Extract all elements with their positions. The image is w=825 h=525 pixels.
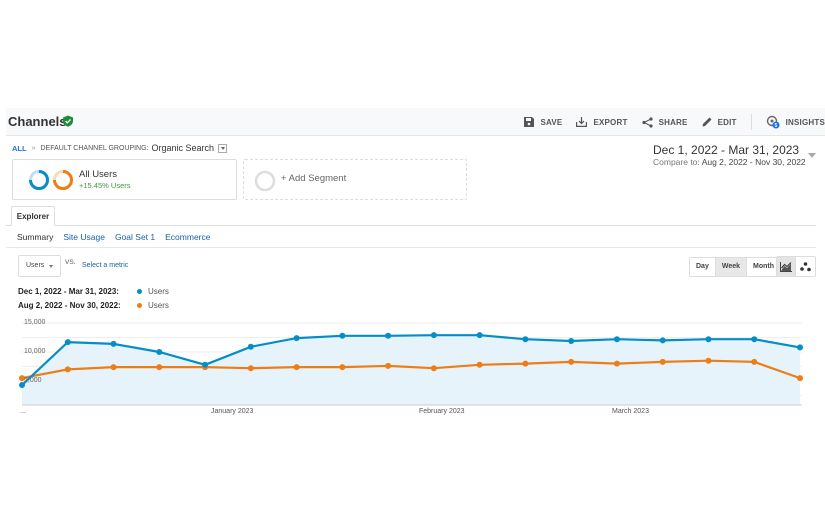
- breadcrumb-all-link[interactable]: ALL: [12, 143, 27, 153]
- chevron-down-icon[interactable]: [808, 153, 816, 158]
- add-segment-label: + Add Segment: [281, 173, 347, 184]
- line-chart-button[interactable]: [777, 257, 796, 276]
- report-header: Channels SAVE EXPORT SHARE EDIT 5 INSIGH…: [6, 108, 825, 136]
- y-tick-10000: 10,000: [24, 348, 46, 355]
- legend-metric: Users: [148, 301, 169, 310]
- breadcrumb-value: Organic Search: [151, 143, 215, 153]
- edit-label: EDIT: [717, 117, 737, 127]
- breadcrumb-dropdown[interactable]: [218, 143, 228, 153]
- compare-label: Compare to:: [653, 157, 700, 167]
- y-tick-5000: 5,000: [24, 377, 42, 384]
- x-tick-start: ...: [20, 408, 26, 415]
- granularity-toggle: Day Week Month: [689, 257, 782, 277]
- segment-name: All Users: [79, 169, 118, 180]
- divider: [750, 114, 752, 130]
- subtabs: Summary Site Usage Goal Set 1 Ecommerce: [17, 232, 220, 242]
- segment-donut-icon: [29, 170, 73, 190]
- vs-label: VS.: [65, 259, 76, 266]
- pencil-icon: [702, 117, 712, 127]
- legend-compare: Aug 2, 2022 - Nov 30, 2022: Users: [18, 301, 169, 310]
- legend-dot-orange: [137, 303, 142, 308]
- report-actions: SAVE EXPORT SHARE EDIT 5 INSIGHTS: [510, 114, 825, 130]
- motion-chart-button[interactable]: [796, 257, 815, 276]
- insights-label: INSIGHTS: [785, 117, 825, 127]
- y-tick-15000: 15,000: [24, 319, 46, 326]
- legend-metric: Users: [148, 287, 169, 296]
- subtab-site-usage[interactable]: Site Usage: [63, 232, 105, 242]
- tab-divider: [6, 225, 816, 226]
- line-chart-icon: [780, 261, 792, 272]
- x-tick-february: February 2023: [419, 408, 465, 415]
- tab-explorer[interactable]: Explorer: [11, 206, 55, 226]
- svg-text:5: 5: [774, 123, 777, 129]
- bubble-chart-icon: [800, 261, 811, 271]
- legend-dot-blue: [137, 289, 142, 294]
- date-range-picker[interactable]: Dec 1, 2022 - Mar 31, 2023 Compare to: A…: [653, 143, 806, 167]
- breadcrumb-dimension: DEFAULT CHANNEL GROUPING:: [40, 144, 149, 152]
- breadcrumb: ALL » DEFAULT CHANNEL GROUPING: Organic …: [12, 143, 228, 153]
- export-label: EXPORT: [593, 117, 628, 127]
- granularity-day-button[interactable]: Day: [690, 258, 716, 276]
- select-metric-link[interactable]: Select a metric: [82, 262, 129, 269]
- chart-type-toggle: [776, 256, 816, 277]
- share-icon: [641, 116, 653, 128]
- subtab-ecommerce[interactable]: Ecommerce: [165, 232, 211, 242]
- x-tick-january: January 2023: [211, 408, 254, 415]
- export-icon: [576, 117, 588, 127]
- legend-range: Dec 1, 2022 - Mar 31, 2023:: [18, 287, 119, 296]
- subtab-divider: [6, 247, 816, 248]
- date-range-main: Dec 1, 2022 - Mar 31, 2023: [653, 143, 800, 157]
- save-label: SAVE: [540, 117, 563, 127]
- segment-all-users[interactable]: All Users +15.45% Users: [12, 159, 237, 200]
- users-line-chart[interactable]: [0, 315, 825, 420]
- granularity-week-button[interactable]: Week: [715, 258, 748, 276]
- date-range-compare: Compare to: Aug 2, 2022 - Nov 30, 2022: [653, 157, 806, 167]
- save-icon: [524, 117, 535, 127]
- x-tick-march: March 2023: [612, 408, 649, 415]
- subtab-summary[interactable]: Summary: [17, 232, 54, 242]
- legend-range: Aug 2, 2022 - Nov 30, 2022:: [18, 301, 121, 310]
- insights-icon: 5: [766, 115, 780, 129]
- breadcrumb-separator: »: [31, 144, 36, 152]
- check-shield-icon: [63, 115, 73, 127]
- empty-segment-icon: [254, 170, 276, 192]
- legend-primary: Dec 1, 2022 - Mar 31, 2023: Users: [18, 287, 169, 296]
- edit-button[interactable]: EDIT: [702, 117, 737, 127]
- save-button[interactable]: SAVE: [524, 117, 562, 127]
- add-segment-button[interactable]: + Add Segment: [243, 159, 467, 200]
- granularity-month-button[interactable]: Month: [747, 258, 781, 276]
- share-label: SHARE: [658, 117, 688, 127]
- export-button[interactable]: EXPORT: [576, 117, 627, 127]
- subtab-goal-set-1[interactable]: Goal Set 1: [114, 232, 156, 242]
- insights-button[interactable]: 5 INSIGHTS: [766, 115, 825, 129]
- metric-dropdown[interactable]: Users: [18, 255, 61, 277]
- page-title: Channels: [8, 114, 67, 129]
- share-button[interactable]: SHARE: [641, 116, 688, 128]
- compare-range: Aug 2, 2022 - Nov 30, 2022: [701, 157, 806, 167]
- segment-delta: +15.45% Users: [79, 181, 131, 190]
